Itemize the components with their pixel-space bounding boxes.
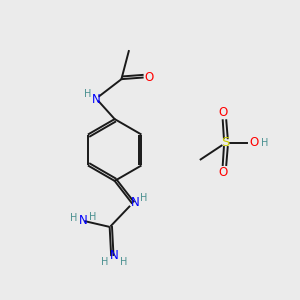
Text: O: O [218,167,227,179]
Text: H: H [120,256,127,267]
Text: S: S [221,136,229,149]
Text: H: H [101,256,108,267]
Text: H: H [70,213,77,223]
Text: H: H [261,138,269,148]
Text: O: O [145,71,154,84]
Text: O: O [249,136,259,149]
Text: N: N [92,93,101,106]
Text: H: H [140,193,148,203]
Text: N: N [110,249,119,262]
Text: H: H [85,89,92,99]
Text: O: O [218,106,227,119]
Text: N: N [131,196,140,209]
Text: N: N [79,214,88,227]
Text: H: H [89,212,97,221]
